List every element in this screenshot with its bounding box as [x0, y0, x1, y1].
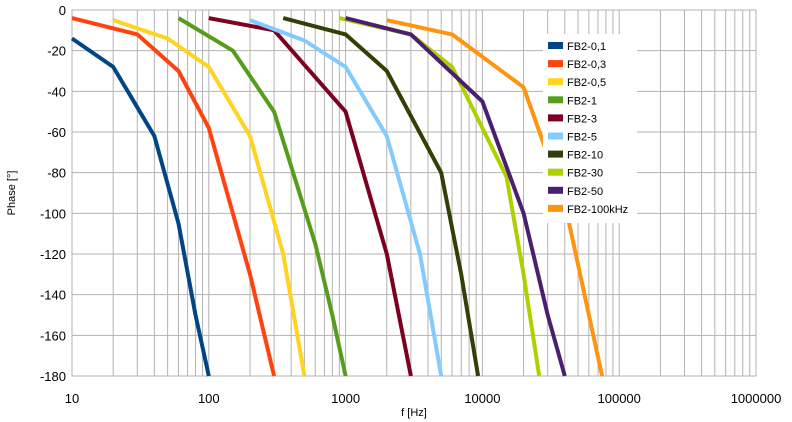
series-line: [208, 16, 413, 377]
legend-swatch: [548, 132, 563, 140]
legend: FB2-0,1 FB2-0,3 FB2-0,5 FB2-1 FB2-3 FB2-5 FB2-…: [543, 34, 637, 223]
legend-swatch: [548, 42, 563, 49]
y-tick-label: -140: [40, 288, 66, 303]
legend-swatch: [548, 204, 563, 212]
x-axis-title: f [Hz]: [401, 407, 427, 419]
y-tick-label: -160: [40, 328, 66, 343]
y-tick-label: 0: [59, 3, 66, 18]
legend-swatch: [548, 96, 563, 104]
series-layer: [70, 16, 605, 377]
series-line: [112, 18, 307, 377]
series-line: [177, 16, 348, 377]
y-axis-title: Phase [°]: [6, 171, 18, 216]
series-line: [345, 16, 567, 377]
legend-label: FB2-10: [567, 150, 603, 162]
legend-swatch: [548, 168, 563, 176]
legend-swatch: [548, 78, 563, 86]
legend-swatch: [548, 186, 563, 194]
x-tick-label: 100000: [598, 391, 641, 406]
y-axis-ticks: 0 -20 -40 -60 -80 -100 -120 -140 -160 -180: [40, 3, 66, 384]
y-tick-label: -80: [47, 166, 66, 181]
y-tick-label: -120: [40, 247, 66, 262]
legend-label: FB2-0,5: [567, 77, 606, 89]
series-line: [282, 16, 481, 377]
x-tick-label: 100: [198, 391, 220, 406]
x-tick-label: 1000: [331, 391, 360, 406]
series-line: [70, 36, 211, 377]
legend-label: FB2-30: [567, 168, 603, 180]
legend-label: FB2-1: [567, 95, 597, 107]
legend-swatch: [548, 150, 563, 158]
x-tick-label: 10000: [464, 391, 500, 406]
y-tick-label: -60: [47, 125, 66, 140]
y-tick-label: -100: [40, 206, 66, 221]
x-tick-label: 1000000: [731, 391, 782, 406]
x-tick-label: 10: [65, 391, 79, 406]
legend-swatch: [548, 114, 563, 122]
legend-label: FB2-0,3: [567, 59, 606, 71]
legend-label: FB2-50: [567, 186, 603, 198]
legend-label: FB2-0,1: [567, 41, 606, 53]
legend-label: FB2-100kHz: [567, 204, 628, 216]
y-tick-label: -20: [47, 44, 66, 59]
y-tick-label: -40: [47, 84, 66, 99]
y-tick-label: -180: [40, 369, 66, 384]
series-line: [71, 16, 277, 377]
legend-swatch: [548, 60, 563, 68]
x-axis-ticks: 10 100 1000 10000 100000 1000000: [65, 391, 782, 406]
legend-label: FB2-3: [567, 113, 597, 125]
plot-frame: [71, 9, 757, 377]
legend-label: FB2-5: [567, 132, 597, 144]
series-line: [249, 18, 444, 377]
